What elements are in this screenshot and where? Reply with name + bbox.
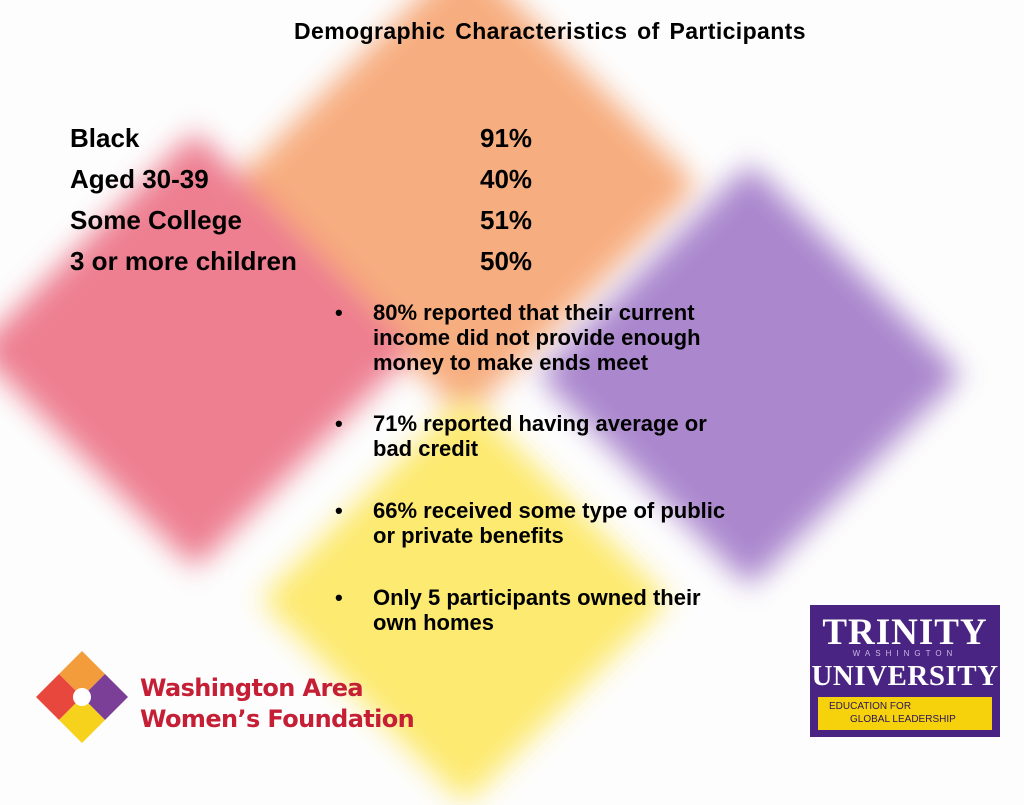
trinity-logo-name: TRINITY bbox=[822, 612, 988, 653]
stat-value: 40% bbox=[480, 164, 533, 194]
bullet-icon: • bbox=[335, 411, 343, 436]
bullet-line: or private benefits bbox=[373, 523, 564, 548]
bullet-icon: • bbox=[335, 498, 343, 523]
bullet-line: bad credit bbox=[373, 436, 479, 461]
waw-logo-bottom-diamond bbox=[59, 697, 105, 743]
trinity-logo-tagline-bar bbox=[818, 697, 992, 730]
bullet-line: money to make ends meet bbox=[373, 350, 649, 375]
bullet-line: own homes bbox=[373, 610, 495, 635]
bullet-icon: • bbox=[335, 585, 343, 610]
stat-label: Some College bbox=[70, 205, 242, 235]
waw-logo-line: Washington Area bbox=[140, 674, 364, 702]
bullet-item: • 66% received some type of public or pr… bbox=[335, 498, 855, 548]
stat-label: 3 or more children bbox=[70, 246, 297, 276]
bullet-line: 66% received some type of public bbox=[373, 498, 726, 523]
bullet-line: 71% reported having average or bbox=[373, 411, 707, 436]
stat-value: 51% bbox=[480, 205, 533, 235]
bullet-line: income did not provide enough bbox=[373, 325, 701, 350]
waw-logo-text: Washington Area Women’s Foundation bbox=[140, 673, 415, 735]
trinity-logo-university: UNIVERSITY bbox=[811, 660, 999, 692]
waw-logo-center bbox=[73, 688, 91, 706]
stat-label: Aged 30-39 bbox=[70, 164, 209, 194]
stat-label: Black bbox=[70, 123, 140, 153]
stat-value: 50% bbox=[480, 246, 533, 276]
slide-title: Demographic Characteristics of Participa… bbox=[294, 18, 806, 44]
bullet-item: • 80% reported that their current income… bbox=[335, 300, 855, 375]
stat-value: 91% bbox=[480, 123, 533, 153]
trinity-logo-tagline: EDUCATION FOR bbox=[829, 701, 912, 712]
bullet-line: Only 5 participants owned their bbox=[373, 585, 701, 610]
bullet-item: • 71% reported having average or bad cre… bbox=[335, 411, 855, 461]
waw-logo-icon bbox=[36, 651, 128, 743]
trinity-logo-sub: WASHINGTON bbox=[852, 649, 958, 658]
bullet-item: • Only 5 participants owned their own ho… bbox=[335, 585, 855, 635]
trinity-logo-tagline: GLOBAL LEADERSHIP bbox=[850, 714, 956, 725]
bullet-icon: • bbox=[335, 300, 343, 325]
findings-bullet-list: • 80% reported that their current income… bbox=[335, 300, 855, 635]
waw-logo-line: Women’s Foundation bbox=[140, 705, 415, 733]
trinity-university-logo: TRINITY WASHINGTON UNIVERSITY EDUCATION … bbox=[810, 605, 1000, 737]
bullet-line: 80% reported that their current bbox=[373, 300, 695, 325]
